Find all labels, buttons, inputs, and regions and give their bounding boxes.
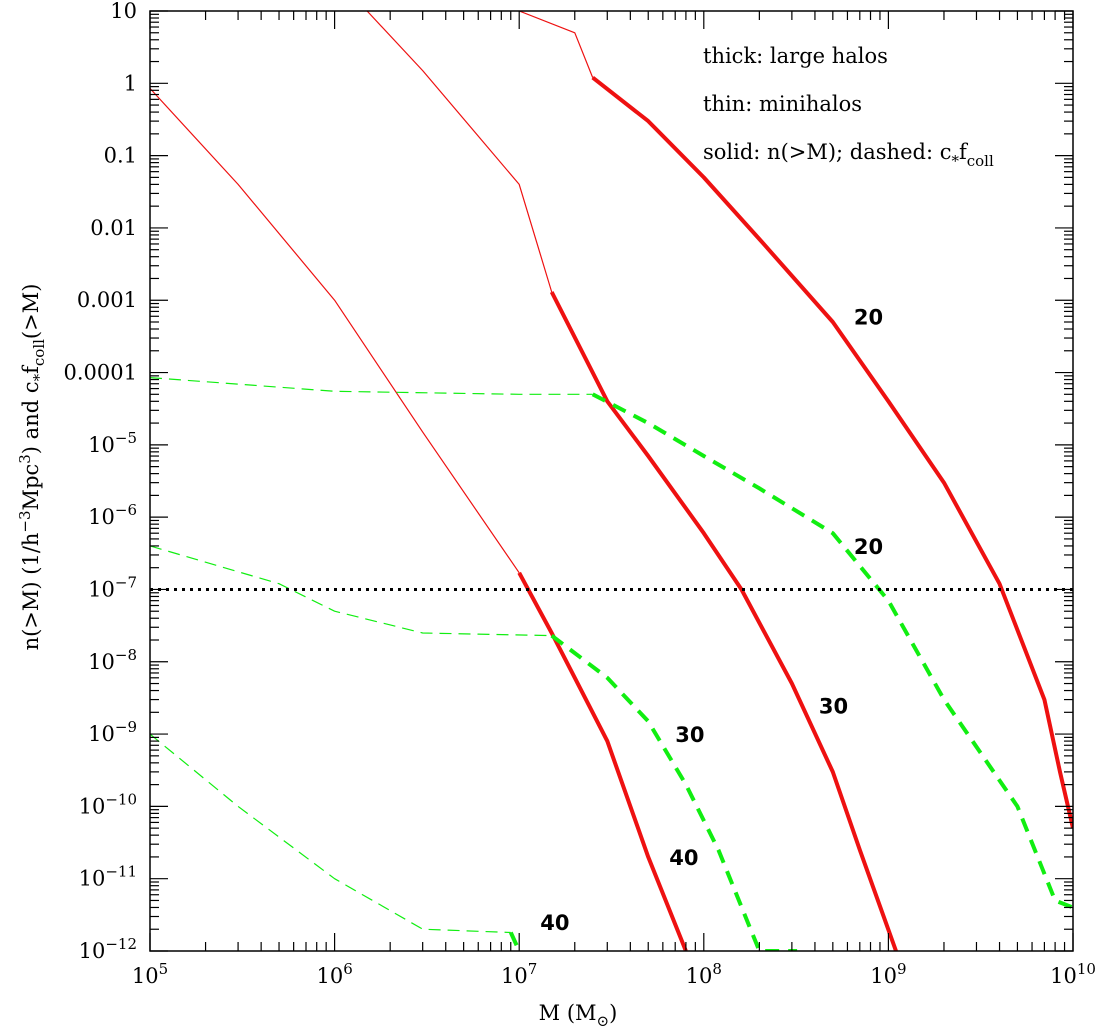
n-z20-minihalos-line: [518, 11, 594, 78]
x-tick-label: 109: [870, 960, 906, 988]
curve-label-z20: 20: [854, 535, 883, 559]
curve-label-z40: 40: [669, 846, 698, 870]
curve-label-z20: 20: [854, 305, 883, 329]
curve-label-z30: 30: [675, 723, 704, 747]
curve-label-z40: 40: [540, 911, 569, 935]
y-tick-label: 10−12: [79, 935, 137, 963]
legend-note-thick: thick: large halos: [703, 44, 888, 68]
n-z30-large-halos-line: [549, 291, 898, 951]
x-tick-label: 108: [686, 960, 722, 988]
x-tick-label: 106: [316, 960, 352, 988]
y-tick-label: 0.0001: [64, 361, 137, 385]
y-tick-label: 0.01: [90, 216, 137, 240]
legend-note-solid-dashed: solid: n(>M); dashed: c*fcoll: [703, 140, 994, 170]
plot-frame: [149, 10, 1074, 952]
curve-label-z30: 30: [819, 694, 848, 718]
y-tick-label: 10−8: [88, 646, 137, 674]
x-tick-label: 105: [132, 960, 168, 988]
cfcoll-z30-large-halos-line: [550, 634, 798, 951]
n-z40-large-halos-line: [517, 571, 688, 951]
cfcoll-z40-minihalos-line: [150, 733, 511, 934]
y-tick-label: 10−7: [88, 573, 137, 601]
y-tick-label: 10−5: [88, 429, 137, 457]
x-tick-label: 1010: [1050, 960, 1096, 988]
cfcoll-z30-minihalos-line: [150, 545, 552, 637]
labels-layer: 105 106 107 108 109 10101010.10.010.0010.0001…: [64, 0, 1096, 988]
legend-note-thin: thin: minihalos: [703, 92, 862, 116]
y-tick-label: 10−6: [88, 501, 137, 529]
curves-layer: [150, 11, 1073, 951]
y-tick-label: 0.001: [77, 288, 137, 312]
y-tick-label: 10−11: [79, 863, 137, 891]
y-axis-title: n(>M) (1/h−3Mpc3) and c*fcoll(>M): [16, 284, 48, 651]
y-tick-label: 10−9: [88, 718, 137, 746]
n-z40-minihalos-line: [150, 87, 520, 574]
y-tick-label: 1: [124, 71, 137, 95]
cfcoll-z20-large-halos-line: [591, 392, 1073, 910]
y-tick-label: 10−10: [79, 790, 137, 818]
axes-layer: [149, 10, 1074, 952]
n-z20-large-halos-line: [591, 76, 1073, 829]
y-tick-label: 10: [110, 0, 137, 23]
y-tick-label: 0.1: [104, 144, 137, 168]
x-tick-label: 107: [501, 960, 537, 988]
cfcoll-z40-large-halos-line: [508, 931, 522, 951]
n-z30-minihalos-line: [366, 11, 553, 293]
cfcoll-z20-minihalos-line: [150, 377, 593, 395]
x-axis-title: M (M⊙): [539, 1001, 618, 1029]
